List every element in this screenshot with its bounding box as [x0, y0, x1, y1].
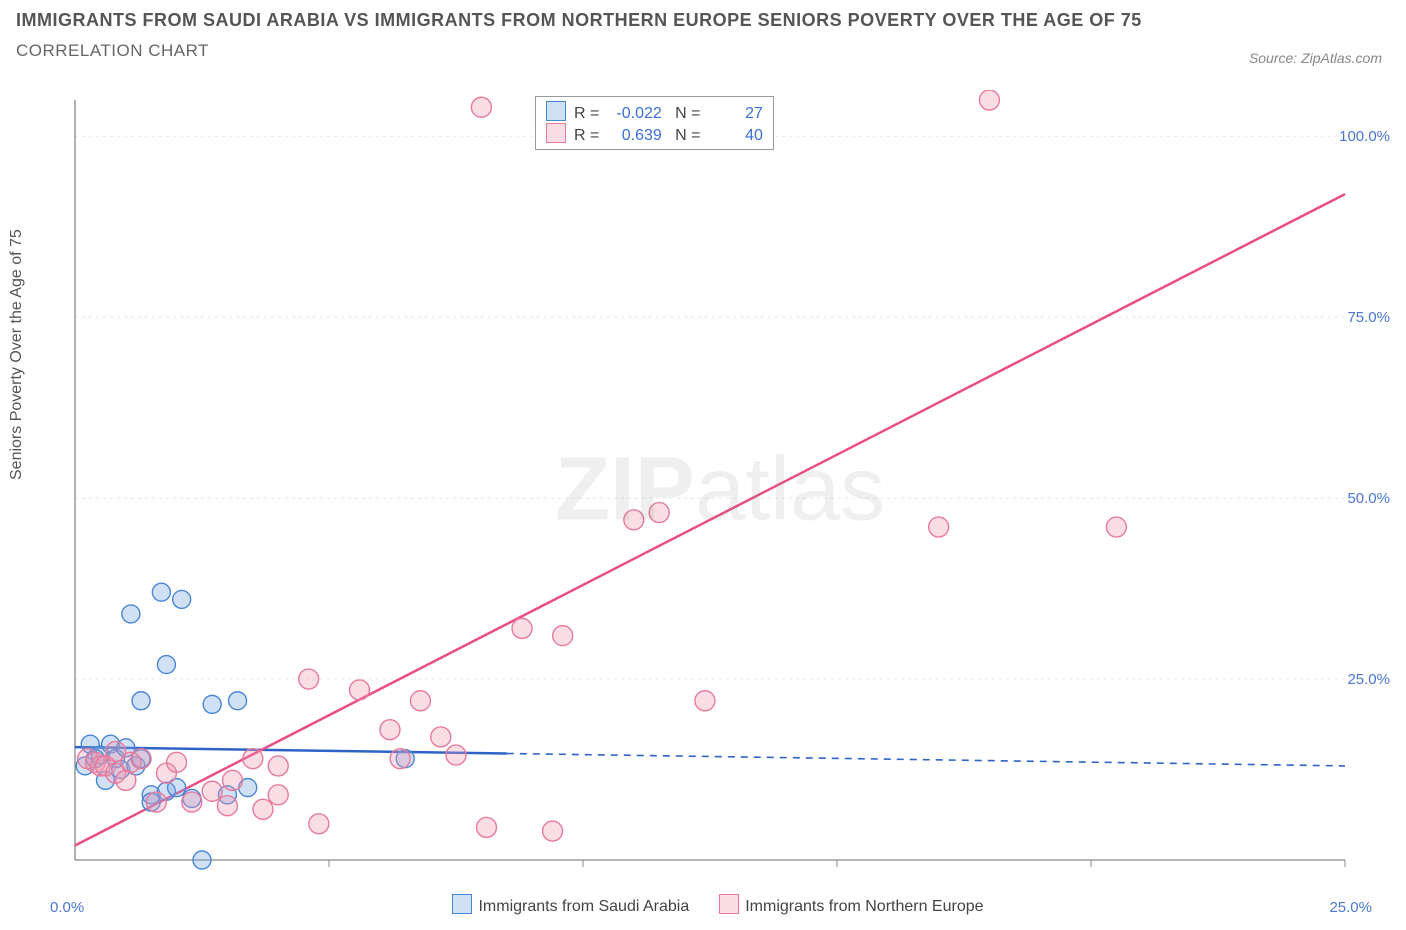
scatter-chart: 25.0% 50.0% 75.0% 100.0%: [45, 90, 1395, 890]
svg-text:50.0%: 50.0%: [1347, 490, 1390, 507]
legend-row: R = 0.639 N = 40: [546, 123, 763, 145]
svg-text:100.0%: 100.0%: [1339, 128, 1390, 145]
chart-title: IMMIGRANTS FROM SAUDI ARABIA VS IMMIGRAN…: [16, 10, 1142, 31]
correlation-legend: R = -0.022 N = 27R = 0.639 N = 40: [535, 96, 774, 150]
chart-subtitle: CORRELATION CHART: [16, 41, 1142, 61]
svg-text:25.0%: 25.0%: [1347, 671, 1390, 688]
legend-swatch: [719, 894, 739, 914]
legend-row: R = -0.022 N = 27: [546, 101, 763, 123]
source-attribution: Source: ZipAtlas.com: [1249, 50, 1382, 66]
y-axis-label: Seniors Poverty Over the Age of 75: [8, 229, 26, 480]
legend-label: Immigrants from Saudi Arabia: [478, 898, 689, 915]
bottom-legend: Immigrants from Saudi Arabia Immigrants f…: [0, 894, 1406, 916]
legend-label: Immigrants from Northern Europe: [745, 898, 983, 915]
chart-area: 25.0%50.0%75.0%100.0% ZIPatlas R = -0.02…: [45, 90, 1395, 890]
legend-swatch: [452, 894, 472, 914]
svg-text:75.0%: 75.0%: [1347, 309, 1390, 326]
title-block: IMMIGRANTS FROM SAUDI ARABIA VS IMMIGRAN…: [16, 10, 1142, 61]
